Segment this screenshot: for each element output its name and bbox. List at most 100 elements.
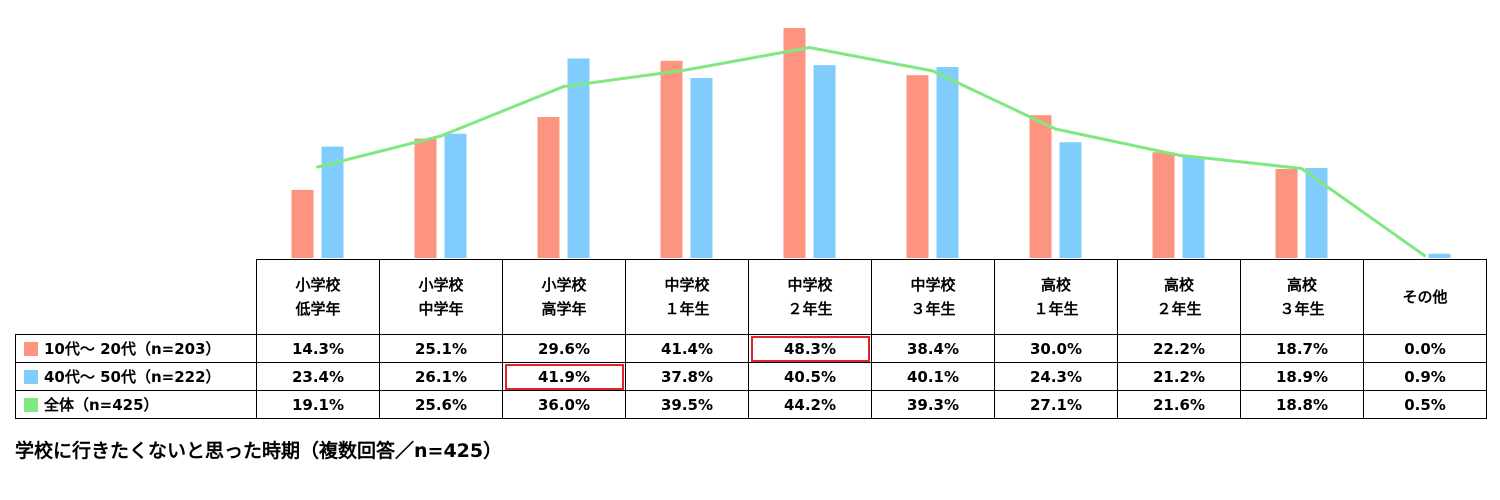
value-cell-s3-6: 27.1% <box>994 390 1118 419</box>
bar-series1-0 <box>291 189 314 258</box>
value-cell-s2-5: 40.1% <box>871 362 995 391</box>
value-cell-s3-9: 0.5% <box>1363 390 1487 419</box>
category-label-3-line-0: 中学校 <box>664 276 710 294</box>
value-cell-s3-0: 19.1% <box>256 390 380 419</box>
category-header-row: 小学校 低学年 小学校 中学年 小学校 高学年 中学校 １年生 中学校 ２年生 中学校 ３年生 高校 １年… <box>15 259 1487 335</box>
value-cell-s1-3: 41.4% <box>625 334 749 363</box>
bar-series2-2 <box>567 58 590 258</box>
value-cell-s2-4: 40.5% <box>748 362 872 391</box>
bar-series1-2 <box>537 117 560 258</box>
value-cell-s2-1: 26.1% <box>379 362 503 391</box>
category-label-2-line-0: 小学校 <box>541 276 587 294</box>
value-cell-s1-2: 29.6% <box>502 334 626 363</box>
category-label-1-line-0: 小学校 <box>418 276 464 294</box>
value-cell-s3-5: 39.3% <box>871 390 995 419</box>
value-cell-s2-6: 24.3% <box>994 362 1118 391</box>
bar-series2-0 <box>321 146 344 258</box>
value-cell-s2-2: 41.9% <box>502 362 626 391</box>
data-table: 小学校 低学年 小学校 中学年 小学校 高学年 中学校 １年生 中学校 ２年生 中学校 ３年生 高校 １年… <box>15 259 1487 419</box>
category-label-0-line-0: 小学校 <box>295 276 341 294</box>
category-label-6-line-1: １年生 <box>1033 300 1079 318</box>
line-total <box>317 45 1426 257</box>
value-cell-s2-7: 21.2% <box>1117 362 1241 391</box>
value-cell-s1-5: 38.4% <box>871 334 995 363</box>
line-point-3 <box>685 68 688 72</box>
category-label-5-line-1: ３年生 <box>910 300 956 318</box>
value-cell-s1-1: 25.1% <box>379 334 503 363</box>
bar-series2-4 <box>813 65 836 259</box>
bar-series2-5 <box>936 67 959 258</box>
value-cell-s3-7: 21.6% <box>1117 390 1241 419</box>
value-cell-s2-0: 23.4% <box>256 362 380 391</box>
value-cell-s1-0: 14.3% <box>256 334 380 363</box>
series-legend-2: 40代～ 50代（n=222） <box>15 362 257 391</box>
legend-swatch-2 <box>24 370 38 384</box>
value-cell-s1-8: 18.7% <box>1240 334 1364 363</box>
series-legend-1: 10代～ 20代（n=203） <box>15 334 257 363</box>
category-label-7-line-0: 高校 <box>1163 276 1194 294</box>
line-point-8 <box>1300 166 1303 170</box>
category-label-9: その他 <box>1363 259 1487 335</box>
bar-series2-1 <box>444 133 467 258</box>
category-label-3: 中学校 １年生 <box>625 259 749 335</box>
line-point-7 <box>1177 153 1180 157</box>
category-label-7: 高校 ２年生 <box>1117 259 1241 335</box>
series-row-1: 10代～ 20代（n=203） 14.3% 25.1% 29.6% 41.4% 48.3%… <box>15 334 1487 363</box>
bar-series1-7 <box>1152 152 1175 258</box>
series-legend-3: 全体（n=425） <box>15 390 257 419</box>
category-label-4-line-0: 中学校 <box>787 276 833 294</box>
legend-label-1: 10代～ 20代（n=203） <box>44 340 221 358</box>
line-point-2 <box>562 85 565 89</box>
category-label-5-line-0: 中学校 <box>910 276 956 294</box>
value-cell-s2-8: 18.9% <box>1240 362 1364 391</box>
category-label-8-line-0: 高校 <box>1286 276 1317 294</box>
value-cell-s2-9: 0.9% <box>1363 362 1487 391</box>
bar-series1-6 <box>1029 115 1052 259</box>
category-label-7-line-1: ２年生 <box>1156 300 1202 318</box>
category-label-1-line-1: 中学年 <box>418 300 464 318</box>
legend-label-2: 40代～ 50代（n=222） <box>44 368 221 386</box>
category-label-0: 小学校 低学年 <box>256 259 380 335</box>
line-point-1 <box>439 134 442 138</box>
value-cell-s3-3: 39.5% <box>625 390 749 419</box>
category-label-2-line-1: 高学年 <box>541 300 587 318</box>
chart-plot <box>291 28 1451 259</box>
category-label-3-line-1: １年生 <box>664 300 710 318</box>
bar-series1-5 <box>906 75 929 259</box>
category-label-1: 小学校 中学年 <box>379 259 503 335</box>
line-point-6 <box>1054 127 1057 131</box>
category-label-6-line-0: 高校 <box>1040 276 1071 294</box>
category-label-8: 高校 ３年生 <box>1240 259 1364 335</box>
value-cell-s3-1: 25.6% <box>379 390 503 419</box>
bar-series1-3 <box>660 60 683 258</box>
value-cell-s2-3: 37.8% <box>625 362 749 391</box>
value-cell-s1-7: 22.2% <box>1117 334 1241 363</box>
value-cell-s1-9: 0.0% <box>1363 334 1487 363</box>
legend-label-3: 全体（n=425） <box>44 396 159 414</box>
line-point-4 <box>808 46 811 50</box>
category-label-6: 高校 １年生 <box>994 259 1118 335</box>
bar-series2-6 <box>1059 142 1082 258</box>
bar-series2-8 <box>1305 168 1328 258</box>
line-point-0 <box>316 165 319 169</box>
value-cell-s1-4: 48.3% <box>748 334 872 363</box>
bar-series1-1 <box>414 138 437 258</box>
category-label-5: 中学校 ３年生 <box>871 259 995 335</box>
legend-swatch-1 <box>24 342 38 356</box>
line-point-5 <box>931 69 934 73</box>
value-cell-s1-6: 30.0% <box>994 334 1118 363</box>
value-cell-s3-4: 44.2% <box>748 390 872 419</box>
bar-series2-9 <box>1428 253 1451 258</box>
value-cell-s3-8: 18.8% <box>1240 390 1364 419</box>
category-label-0-line-1: 低学年 <box>295 300 341 318</box>
series-row-2: 40代～ 50代（n=222） 23.4% 26.1% 41.9% 37.8% 40.5%… <box>15 362 1487 391</box>
category-label-4-line-1: ２年生 <box>787 300 833 318</box>
category-label-4: 中学校 ２年生 <box>748 259 872 335</box>
legend-swatch-3 <box>24 398 38 412</box>
table-corner <box>15 259 257 335</box>
category-label-2: 小学校 高学年 <box>502 259 626 335</box>
bar-series1-8 <box>1275 168 1298 258</box>
value-cell-s3-2: 36.0% <box>502 390 626 419</box>
line-point-9 <box>1423 254 1426 258</box>
series-row-3: 全体（n=425） 19.1% 25.6% 36.0% 39.5% 44.2% 39.3% 2… <box>15 390 1487 419</box>
